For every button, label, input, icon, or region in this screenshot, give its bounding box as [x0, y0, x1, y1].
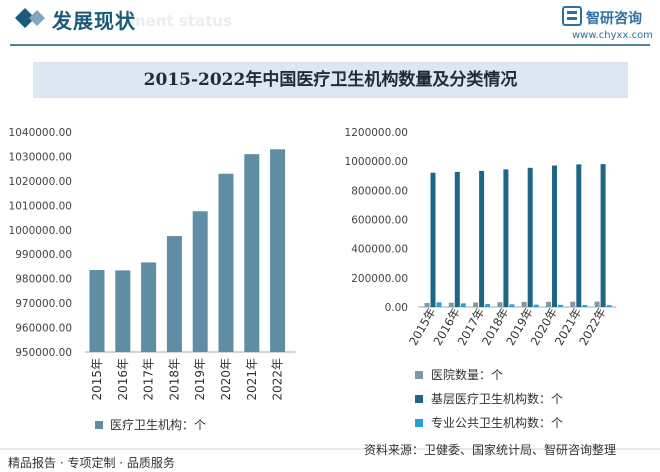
footer-divider [0, 448, 660, 450]
left-y-tick-label: 1020000.00 [9, 176, 72, 188]
title-banner [33, 62, 628, 98]
right-y-tick-label: 600000.00 [351, 215, 408, 227]
data-source: 资料来源：卫健委、国家统计局、智研咨询整理 [364, 443, 617, 457]
left-y-tick-label: 1040000.00 [9, 127, 72, 139]
page-title: 发展现状 [52, 9, 136, 33]
right-bar [606, 305, 612, 307]
right-bar [558, 304, 563, 307]
right-bar [454, 171, 460, 307]
right-bar [424, 302, 430, 307]
left-legend-label: 医疗卫生机构：个 [110, 417, 206, 432]
left-x-tick-label: 2016年 [116, 358, 130, 401]
right-bar [521, 301, 527, 307]
right-y-tick-label: 400000.00 [351, 244, 408, 256]
right-bar [527, 167, 533, 307]
left-bar [115, 270, 131, 352]
left-x-tick-label: 2019年 [193, 358, 207, 401]
right-bar [509, 304, 515, 307]
left-bar [270, 149, 286, 352]
logo-icon [562, 6, 582, 26]
left-bar [244, 154, 260, 352]
right-legend-label: 专业公共卫生机构数：个 [431, 415, 563, 430]
right-legend-swatch [415, 395, 423, 403]
left-bar [89, 270, 105, 352]
logo-name: 智研咨询 [586, 11, 642, 27]
left-x-tick-label: 2020年 [219, 358, 233, 401]
left-bar [166, 236, 182, 352]
right-legend-label: 基层医疗卫生机构数：个 [431, 391, 563, 406]
right-bar [479, 170, 485, 307]
right-bar [582, 305, 588, 307]
left-bar [218, 173, 234, 352]
right-y-tick-label: 200000.00 [351, 273, 408, 285]
right-bar [594, 301, 600, 307]
right-legend-label: 医院数量：个 [431, 367, 503, 382]
header-diamond-icon [15, 8, 45, 28]
right-bar [436, 302, 442, 307]
left-y-tick-label: 990000.00 [15, 249, 72, 261]
left-y-tick-label: 1000000.00 [9, 225, 72, 237]
right-bar [503, 169, 509, 307]
footer-tagline: 精品报告 · 专项定制 · 品质服务 [8, 456, 175, 470]
right-bar [473, 302, 479, 307]
left-y-tick-label: 980000.00 [15, 274, 72, 286]
right-legend-swatch [415, 419, 423, 427]
left-x-tick-label: 2018年 [167, 358, 181, 401]
left-y-tick-label: 1010000.00 [9, 200, 72, 212]
right-y-tick-label: 1000000.00 [345, 156, 408, 168]
right-bar [600, 164, 606, 307]
left-x-tick-label: 2021年 [245, 358, 259, 401]
left-x-tick-label: 2022年 [271, 358, 285, 401]
logo-url: www.chyxx.com [572, 30, 653, 41]
right-bar [497, 302, 503, 307]
right-bar [570, 301, 576, 307]
left-y-tick-label: 950000.00 [15, 347, 72, 359]
right-y-tick-label: 800000.00 [351, 185, 408, 197]
header-subtitle-watermark: ment status [130, 12, 232, 30]
right-bar [533, 304, 539, 307]
header-divider [10, 44, 650, 46]
right-bar [448, 302, 454, 307]
right-bar-chart: 0.00 200000.00 400000.00 600000.00 800000.00… [345, 127, 617, 430]
right-bar [546, 301, 551, 307]
left-y-tick-label: 1030000.00 [9, 151, 72, 163]
left-bar [192, 211, 208, 352]
left-x-tick-label: 2017年 [142, 358, 156, 401]
chart-banner-title: 2015-2022年中国医疗卫生机构数量及分类情况 [143, 70, 518, 90]
right-bar [430, 172, 436, 307]
right-bar [576, 164, 582, 307]
right-legend-swatch [415, 371, 423, 379]
right-bar [552, 165, 557, 307]
left-bar [141, 262, 157, 352]
right-bar [485, 304, 491, 307]
left-bar-chart: 950000.00 960000.00 970000.00 980000.00 9900… [9, 127, 296, 432]
left-y-tick-label: 960000.00 [15, 323, 72, 335]
left-x-tick-label: 2015年 [90, 358, 104, 401]
left-legend-swatch [95, 421, 103, 429]
left-y-tick-label: 970000.00 [15, 298, 72, 310]
right-y-tick-label: 1200000.00 [345, 127, 408, 139]
right-bar [460, 303, 466, 307]
right-y-tick-label: 0.00 [385, 302, 408, 314]
